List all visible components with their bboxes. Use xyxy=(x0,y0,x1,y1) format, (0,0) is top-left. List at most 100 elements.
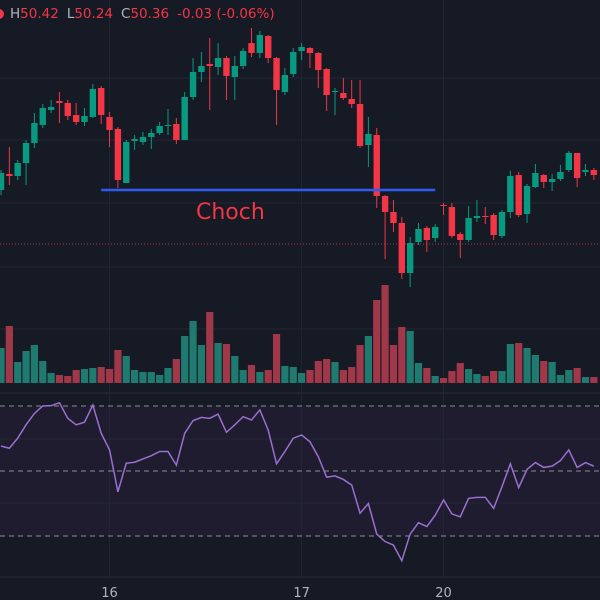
candle-body xyxy=(365,134,372,145)
candle-body xyxy=(306,48,314,53)
candle-body xyxy=(47,107,55,110)
volume-bar xyxy=(506,344,514,383)
volume-bar xyxy=(456,363,464,383)
status-dot-icon xyxy=(0,9,4,19)
candle-body xyxy=(490,215,497,235)
candle-body xyxy=(448,207,456,236)
volume-bar xyxy=(89,368,97,383)
candle-body xyxy=(523,186,531,214)
candle-body xyxy=(131,139,138,141)
volume-bar xyxy=(398,327,406,383)
volume-bar xyxy=(314,361,322,383)
volume-bar xyxy=(389,345,398,383)
candle-body xyxy=(281,75,289,92)
candle-body xyxy=(390,212,397,223)
volume-bar xyxy=(448,371,456,383)
x-axis-label: 20 xyxy=(435,586,452,600)
volume-bar xyxy=(473,374,481,383)
volume-bar xyxy=(122,356,130,383)
volume-bar xyxy=(105,369,114,383)
volume-bar xyxy=(331,362,339,383)
volume-bar xyxy=(64,376,72,383)
candle-body xyxy=(298,47,305,51)
candle-body xyxy=(473,216,481,218)
volume-bar xyxy=(247,365,256,383)
candle-body xyxy=(239,51,247,66)
volume-bar xyxy=(5,326,13,383)
candle-body xyxy=(31,123,38,143)
candle-body xyxy=(189,72,197,97)
candle-body xyxy=(139,137,147,142)
volume-bar xyxy=(548,362,556,383)
candle-body xyxy=(265,36,272,58)
volume-bar xyxy=(373,300,381,383)
candle-body xyxy=(331,91,339,92)
volume-bar xyxy=(164,368,172,383)
candle-body xyxy=(148,133,155,137)
candle-body xyxy=(56,101,63,103)
volume-bar xyxy=(156,375,164,383)
volume-bar xyxy=(14,362,22,383)
low-value: 50.24 xyxy=(74,6,113,22)
volume-bar xyxy=(272,334,281,383)
candle-body xyxy=(557,172,564,179)
candle-body xyxy=(0,173,5,190)
candle-body xyxy=(565,153,572,170)
volume-bar xyxy=(131,370,139,383)
candle-body xyxy=(223,58,230,76)
volume-bar xyxy=(80,369,89,383)
choch-annotation-label[interactable]: Choch xyxy=(196,200,265,225)
volume-bar xyxy=(364,336,372,383)
candle-body xyxy=(540,175,547,182)
volume-bar xyxy=(439,378,448,383)
volume-bar xyxy=(423,368,431,383)
low-label: L xyxy=(66,6,75,22)
ohlc-legend: H50.42 L50.24 C50.36 -0.03 (-0.06%) xyxy=(0,6,283,22)
volume-bar xyxy=(189,321,197,383)
candle-body xyxy=(173,124,180,140)
volume-bar xyxy=(47,373,55,383)
volume-bar xyxy=(490,371,498,383)
candle-body xyxy=(457,234,464,240)
candle-body xyxy=(356,104,364,146)
volume-bar xyxy=(406,331,414,383)
volume-bar xyxy=(465,369,473,383)
volume-bar xyxy=(39,361,47,383)
candle-body xyxy=(123,142,130,183)
candle-body xyxy=(231,66,238,77)
volume-bar xyxy=(22,351,30,383)
volume-bar xyxy=(256,372,264,383)
candle-body xyxy=(515,175,522,215)
candle-body xyxy=(432,227,439,238)
candle-body xyxy=(381,196,389,212)
candle-body xyxy=(181,97,188,140)
volume-bar xyxy=(222,344,231,383)
volume-bar xyxy=(139,372,147,383)
candle-body xyxy=(72,115,80,122)
volume-bar xyxy=(531,355,539,383)
volume-bar xyxy=(114,350,122,383)
candle-body xyxy=(507,176,514,212)
high-value: 50.42 xyxy=(20,6,59,22)
candle-body xyxy=(198,66,205,72)
candle-body xyxy=(590,170,598,175)
change-value: -0.03 (-0.06%) xyxy=(177,6,275,22)
volume-bar xyxy=(298,373,306,383)
close-label: C xyxy=(121,6,131,22)
volume-bar xyxy=(55,375,64,383)
candle-body xyxy=(164,125,172,126)
volume-bar xyxy=(356,345,364,383)
candle-body xyxy=(114,129,122,180)
candle-body xyxy=(482,216,489,217)
volume-bar xyxy=(206,312,214,383)
volume-bar xyxy=(147,372,155,383)
candle-body xyxy=(465,218,472,240)
volume-bar xyxy=(498,371,506,383)
volume-bar xyxy=(264,370,272,383)
candle-body xyxy=(440,205,447,206)
volume-bar xyxy=(214,343,222,383)
candle-body xyxy=(106,117,113,130)
volume-bar xyxy=(30,345,38,383)
